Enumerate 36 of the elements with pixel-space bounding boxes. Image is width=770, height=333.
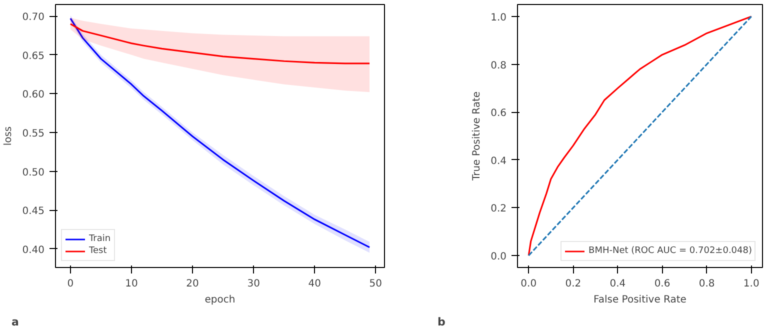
x-axis-title: False Positive Rate (594, 294, 686, 306)
x-tick-label: 0 (67, 278, 74, 290)
legend-label: Train (89, 233, 111, 245)
y-tick-label: 0.60 (22, 90, 44, 101)
legend-label: BMH-Net (ROC AUC = 0.702±0.048) (588, 245, 752, 257)
x-axis-title: epoch (204, 294, 236, 306)
y-axis-title: loss (3, 126, 14, 146)
x-tick-label: 40 (308, 278, 321, 290)
legend-label: Test (89, 245, 108, 257)
y-tick-label: 0.4 (490, 156, 507, 167)
y-tick-label: 0.40 (22, 244, 44, 256)
y-tick-label: 0.70 (22, 12, 44, 24)
y-tick-label: 1.0 (490, 12, 507, 24)
y-tick-label: 0.50 (22, 167, 44, 178)
x-tick-label: 10 (125, 278, 138, 290)
line-series (70, 23, 370, 64)
y-tick-label: 0.8 (490, 60, 507, 72)
y-axis-title: True Positive Rate (472, 91, 483, 182)
x-tick-label: 0.0 (520, 278, 537, 290)
y-tick-label: 0.2 (490, 204, 507, 215)
x-tick-label: 1.0 (743, 278, 760, 290)
y-tick-label: 0.6 (490, 108, 507, 120)
y-tick-label: 0.0 (490, 252, 507, 263)
x-tick-label: 0.6 (654, 278, 670, 290)
text: b (438, 316, 446, 328)
line-series (528, 16, 752, 256)
text: a (12, 316, 19, 328)
x-tick-label: 20 (186, 278, 199, 290)
y-tick-label: 0.65 (22, 50, 44, 62)
x-tick-label: 0.2 (565, 278, 582, 290)
x-tick-label: 0.8 (698, 278, 715, 290)
x-tick-label: 0.4 (610, 278, 626, 290)
y-tick-label: 0.45 (22, 206, 44, 218)
x-tick-label: 50 (369, 278, 382, 290)
y-tick-label: 0.55 (22, 128, 44, 140)
x-tick-label: 30 (247, 278, 260, 290)
